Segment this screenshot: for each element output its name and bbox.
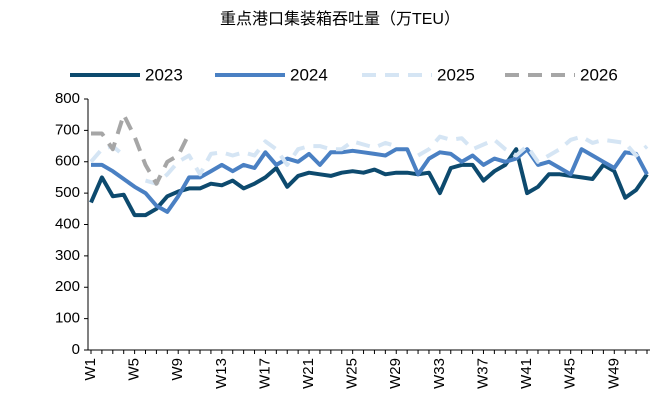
y-tick-label: 200: [55, 278, 80, 295]
x-tick-label: W17: [256, 358, 273, 389]
legend-label: 2026: [580, 65, 618, 84]
series-line: [91, 112, 191, 186]
legend-label: 2024: [290, 65, 328, 84]
x-tick-label: W37: [474, 358, 491, 389]
x-tick-label: W5: [126, 358, 143, 381]
x-tick-label: W45: [562, 358, 579, 389]
y-tick-label: 300: [55, 247, 80, 264]
x-tick-label: W33: [431, 358, 448, 389]
y-tick-label: 600: [55, 153, 80, 170]
x-tick-label: W21: [300, 358, 317, 389]
y-tick-label: 100: [55, 310, 80, 327]
x-tick-label: W9: [169, 358, 186, 381]
y-tick-label: 700: [55, 121, 80, 138]
chart-title: 重点港口集装箱吞吐量（万TEU）: [220, 10, 460, 28]
x-tick-label: W29: [387, 358, 404, 389]
y-tick-label: 0: [72, 341, 80, 358]
x-tick-label: W49: [605, 358, 622, 389]
series-line: [89, 134, 649, 186]
y-tick-label: 500: [55, 184, 80, 201]
y-tick-label: 800: [55, 90, 80, 107]
series-line: [91, 147, 649, 214]
legend-label: 2025: [437, 65, 475, 84]
legend-label: 2023: [145, 65, 183, 84]
x-tick-label: W41: [518, 358, 535, 389]
y-tick-label: 400: [55, 215, 80, 232]
x-tick-label: W1: [82, 358, 99, 381]
x-tick-label: W25: [344, 358, 361, 389]
x-tick-label: W13: [213, 358, 230, 389]
